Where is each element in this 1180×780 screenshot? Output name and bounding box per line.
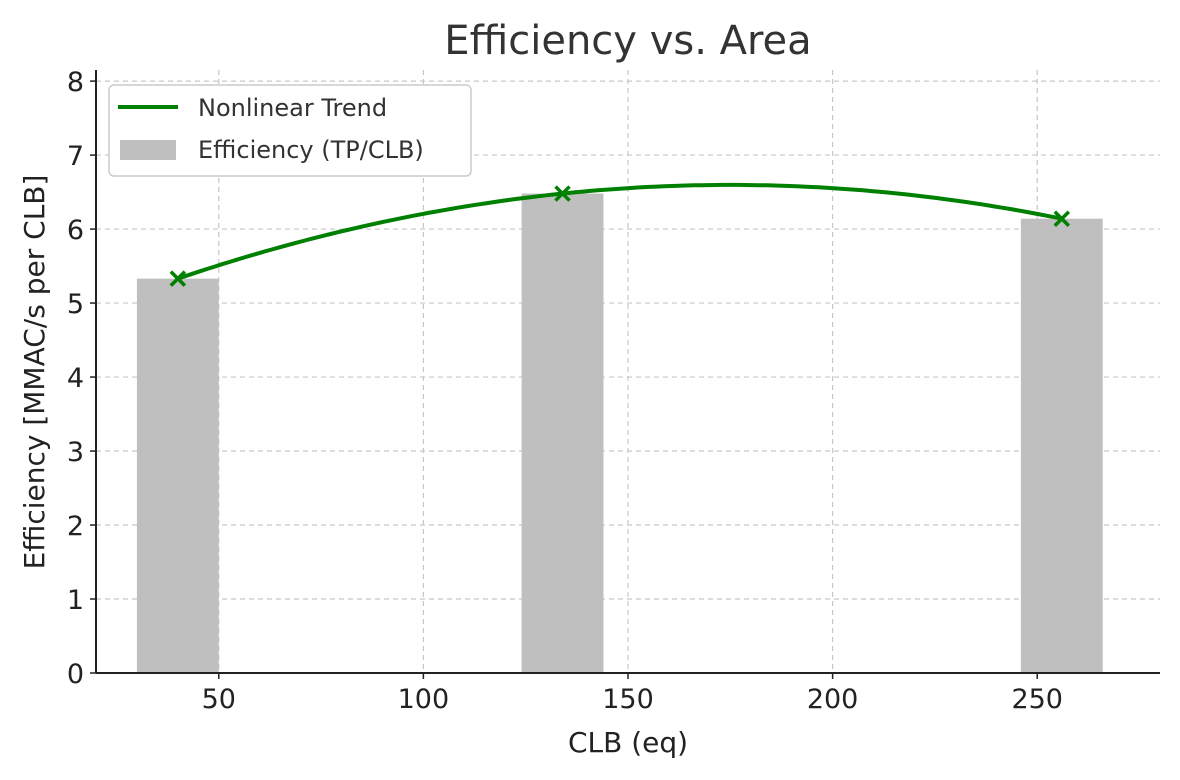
- x-tick-label: 50: [202, 684, 236, 715]
- chart-title: Efficiency vs. Area: [444, 18, 811, 64]
- trend-marker: [1053, 210, 1071, 227]
- legend-bar-swatch: [120, 140, 176, 160]
- bar: [521, 193, 604, 673]
- legend: Nonlinear Trend Efficiency (TP/CLB): [108, 84, 472, 177]
- y-tick-label: 5: [67, 289, 84, 320]
- bar: [1020, 218, 1103, 673]
- trend-marker: [169, 270, 187, 287]
- trend-line-layer: [169, 182, 1071, 287]
- x-tick-label: 100: [398, 684, 450, 715]
- y-tick-label: 7: [67, 141, 84, 172]
- tick-labels: 50 100 150 200 250 0 1 2 3 4 5 6 7 8: [67, 67, 1063, 715]
- y-tick-label: 6: [67, 215, 84, 246]
- y-tick-label: 2: [67, 511, 84, 542]
- x-tick-label: 250: [1011, 684, 1063, 715]
- y-tick-label: 8: [67, 67, 84, 98]
- y-tick-label: 4: [67, 363, 84, 394]
- bars: [136, 193, 1103, 673]
- legend-box: [108, 84, 472, 177]
- trend-marker: [554, 185, 571, 202]
- legend-bar-label: Efficiency (TP/CLB): [198, 136, 424, 164]
- y-tick-label: 0: [67, 659, 84, 690]
- x-tick-label: 200: [807, 684, 859, 715]
- y-tick-label: 1: [67, 585, 84, 616]
- grid: [96, 70, 1160, 673]
- trend-line: [175, 182, 1064, 281]
- y-axis-label: Efficiency [MMAC/s per CLB]: [18, 175, 51, 570]
- x-tick-label: 150: [602, 684, 654, 715]
- y-tick-label: 3: [67, 437, 84, 468]
- x-axis-label: CLB (eq): [568, 726, 688, 759]
- bar: [136, 278, 219, 673]
- legend-trend-label: Nonlinear Trend: [198, 94, 387, 122]
- axes: [90, 70, 1160, 679]
